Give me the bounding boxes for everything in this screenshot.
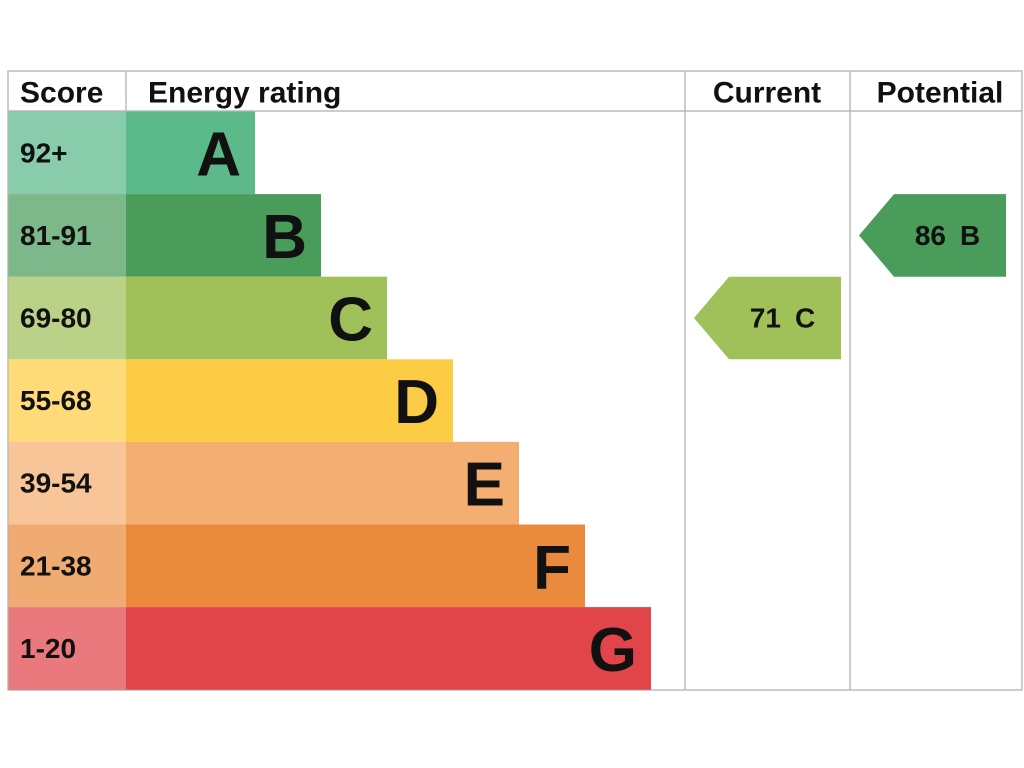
rating-letter: C xyxy=(328,286,373,355)
rating-bar xyxy=(126,276,387,360)
rating-bar xyxy=(126,359,453,442)
potential-value: 86 xyxy=(915,220,946,251)
score-label: 1-20 xyxy=(20,633,76,664)
header-current: Current xyxy=(713,77,821,110)
score-label: 39-54 xyxy=(20,468,92,499)
rating-letter: F xyxy=(533,533,571,602)
header-potential: Potential xyxy=(877,77,1004,110)
rating-letter: G xyxy=(589,616,637,685)
rating-letter: D xyxy=(394,368,439,437)
rating-bar xyxy=(126,524,585,608)
potential-letter: B xyxy=(960,220,980,251)
header-score: Score xyxy=(20,77,103,110)
rating-bar xyxy=(126,194,321,277)
score-cell xyxy=(8,276,126,360)
header-rating: Energy rating xyxy=(148,77,341,110)
rating-letter: E xyxy=(464,451,505,520)
score-cell xyxy=(8,441,126,525)
score-label: 55-68 xyxy=(20,385,92,416)
current-value: 71 xyxy=(750,303,781,334)
current-letter: C xyxy=(795,303,815,334)
rating-letter: A xyxy=(196,120,241,189)
score-cell xyxy=(8,111,126,195)
score-cell xyxy=(8,194,126,277)
current-arrow xyxy=(694,276,841,360)
score-label: 81-91 xyxy=(20,220,92,251)
score-label: 69-80 xyxy=(20,303,92,334)
rating-bar xyxy=(126,441,519,525)
score-cell xyxy=(8,524,126,608)
rating-bar xyxy=(126,607,651,690)
rating-bar xyxy=(126,111,255,195)
potential-arrow xyxy=(859,194,1006,277)
score-cell xyxy=(8,607,126,690)
score-cell xyxy=(8,359,126,442)
score-label: 92+ xyxy=(20,137,68,168)
rating-letter: B xyxy=(262,203,307,272)
score-label: 21-38 xyxy=(20,550,92,581)
